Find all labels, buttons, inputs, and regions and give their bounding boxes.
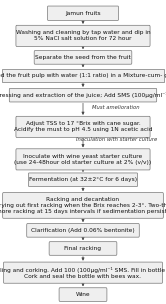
FancyBboxPatch shape (2, 70, 164, 81)
Text: Must amelioration: Must amelioration (92, 105, 140, 110)
Text: Washing and cleaning by tap water and dip in
5% NaCl salt solution for 72 hour: Washing and cleaning by tap water and di… (16, 30, 150, 41)
FancyBboxPatch shape (9, 88, 157, 102)
Text: Racking and decantation
Carrying out first racking when the Brix reaches 2-3°. T: Racking and decantation Carrying out fir… (0, 197, 166, 214)
FancyBboxPatch shape (16, 149, 150, 170)
FancyBboxPatch shape (16, 116, 150, 137)
FancyBboxPatch shape (28, 173, 138, 187)
Text: Bottling and corking. Add 100 (100μg/ml⁻¹ SMS. Fill in bottle full.
Cork and sea: Bottling and corking. Add 100 (100μg/ml⁻… (0, 267, 166, 278)
Text: Jamun fruits: Jamun fruits (65, 11, 101, 16)
FancyBboxPatch shape (16, 25, 150, 47)
Text: Inoculation with starter culture: Inoculation with starter culture (76, 137, 157, 142)
Text: Inoculate with wine yeast starter culture
(use 24-48hour old starter culture at : Inoculate with wine yeast starter cultur… (14, 154, 152, 165)
Text: Final racking: Final racking (65, 246, 101, 251)
Text: Separate the seed from the fruit: Separate the seed from the fruit (35, 55, 131, 60)
Text: Adjust TSS to 17 °Brix with cane sugar.
Acidify the must to pH 4.5 using 1N acet: Adjust TSS to 17 °Brix with cane sugar. … (14, 122, 152, 132)
FancyBboxPatch shape (3, 193, 163, 218)
Text: Wine: Wine (76, 292, 90, 297)
Text: Pressing and extraction of the juice; Add SMS (100μg/ml⁻¹): Pressing and extraction of the juice; Ad… (0, 92, 166, 98)
FancyBboxPatch shape (47, 6, 119, 20)
Text: Clarification (Add 0.06% bentonite): Clarification (Add 0.06% bentonite) (31, 228, 135, 233)
FancyBboxPatch shape (59, 288, 107, 301)
FancyBboxPatch shape (34, 50, 132, 64)
Text: Fermentation (at 32±2°C for 6 days): Fermentation (at 32±2°C for 6 days) (29, 177, 137, 182)
FancyBboxPatch shape (49, 242, 117, 255)
FancyBboxPatch shape (27, 223, 139, 237)
Text: Crushed the fruit pulp with water (1:1 ratio) in a Mixture-cum- grinder: Crushed the fruit pulp with water (1:1 r… (0, 73, 166, 78)
FancyBboxPatch shape (3, 262, 163, 283)
